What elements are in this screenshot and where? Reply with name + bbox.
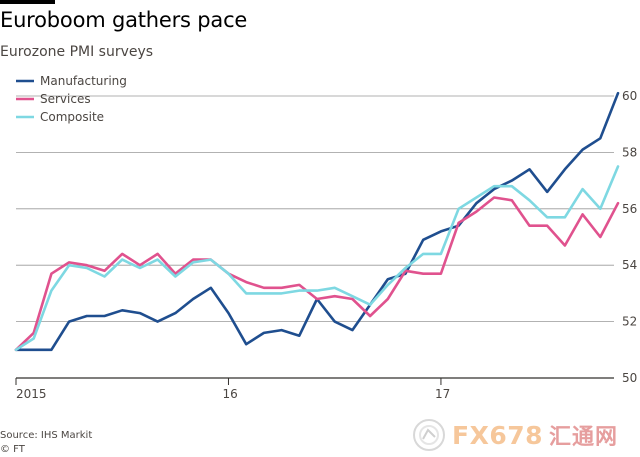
chart-subtitle: Eurozone PMI surveys — [0, 44, 154, 60]
y-tick-label-50: 50 — [622, 371, 637, 385]
y-tick-label-52: 52 — [622, 315, 637, 329]
source-text: Source: IHS Markit — [0, 430, 93, 441]
y-tick-label-60: 60 — [622, 89, 637, 103]
x-tick-label-2015: 2015 — [16, 387, 47, 401]
header-rule — [0, 0, 55, 4]
x-tick-label-16: 16 — [222, 387, 237, 401]
y-tick-label-56: 56 — [622, 202, 637, 216]
watermark-brand: FX678 — [452, 420, 544, 450]
legend: Manufacturing Services Composite — [16, 74, 127, 124]
x-tick-label-17: 17 — [435, 387, 450, 401]
credit-text: © FT — [0, 444, 25, 455]
legend-label-composite: Composite — [40, 110, 104, 124]
source-note: Source: IHS Markit © FT — [0, 429, 92, 457]
gridlines — [16, 95, 614, 379]
chart-title: Euroboom gathers pace — [0, 8, 248, 32]
legend-label-services: Services — [40, 92, 91, 106]
y-tick-label-54: 54 — [622, 258, 637, 272]
series-line-composite — [14, 165, 620, 352]
watermark: FX678 汇通网 — [412, 416, 638, 454]
watermark-cn: 汇通网 — [549, 425, 619, 450]
y-axis-ticks: 50 52 54 56 58 60 — [622, 89, 637, 385]
series-lines — [14, 91, 620, 352]
y-tick-label-58: 58 — [622, 145, 637, 159]
watermark-logo-icon — [413, 419, 445, 451]
series-line-services — [14, 196, 620, 352]
x-axis-ticks: 2015 16 17 — [15, 378, 450, 401]
legend-label-manufacturing: Manufacturing — [40, 74, 127, 88]
